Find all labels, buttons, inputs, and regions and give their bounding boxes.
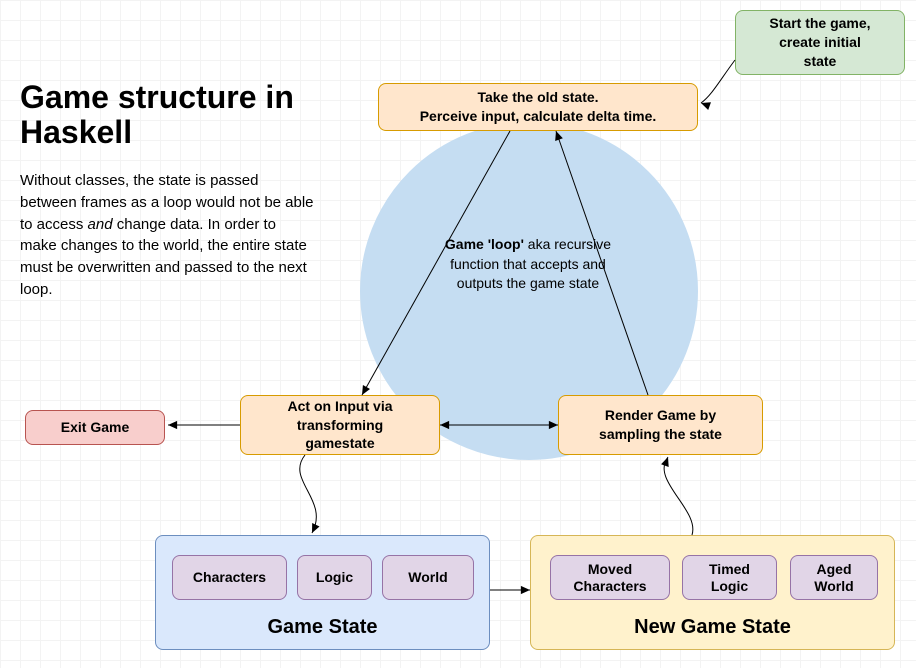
node-render-game: Render Game bysampling the state: [558, 395, 763, 455]
node-line: Act on Input via: [288, 397, 393, 416]
node-start: Start the game,create initialstate: [735, 10, 905, 75]
node-exit-game: Exit Game: [25, 410, 165, 445]
desc-italic: and: [88, 216, 113, 233]
panel-new-game-state-label: New Game State: [531, 614, 894, 641]
node-take-state: Take the old state.Perceive input, calcu…: [378, 83, 698, 131]
loop-caption: Game 'loop' aka recursive function that …: [428, 235, 628, 294]
sub-box: Logic: [297, 555, 372, 600]
node-line: create initial: [779, 33, 861, 52]
node-line: transforming: [297, 416, 383, 435]
node-line: gamestate: [305, 434, 374, 453]
panel-game-state-label: Game State: [156, 614, 489, 641]
sub-box: World: [382, 555, 474, 600]
sub-box: MovedCharacters: [550, 555, 670, 600]
page-title-text: Game structure in Haskell: [20, 79, 294, 150]
page-title: Game structure in Haskell: [20, 80, 320, 150]
node-line: Perceive input, calculate delta time.: [420, 107, 657, 126]
node-line: sampling the state: [599, 425, 722, 444]
node-line: Take the old state.: [477, 88, 598, 107]
sub-box: Characters: [172, 555, 287, 600]
sub-box: TimedLogic: [682, 555, 777, 600]
node-act-on-input: Act on Input viatransforminggamestate: [240, 395, 440, 455]
node-line: state: [804, 52, 837, 71]
node-line: Render Game by: [605, 406, 716, 425]
node-line: Exit Game: [61, 418, 129, 437]
sub-box: AgedWorld: [790, 555, 878, 600]
description-paragraph: Without classes, the state is passed bet…: [20, 170, 315, 301]
loop-caption-bold: Game 'loop': [445, 236, 524, 252]
node-line: Start the game,: [769, 14, 870, 33]
